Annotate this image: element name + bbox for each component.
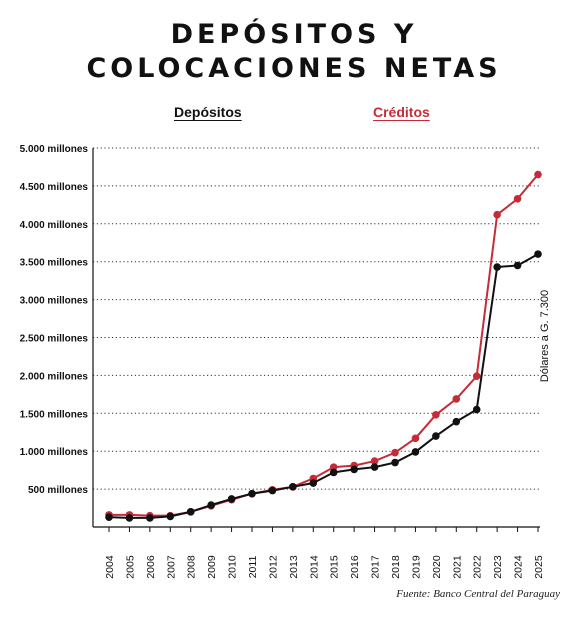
data-point xyxy=(391,458,399,467)
y-tick-label: 1.500 millones xyxy=(20,409,89,420)
data-point xyxy=(146,514,154,522)
y-tick-label: 1.000 millones xyxy=(20,447,89,458)
data-point xyxy=(186,508,195,516)
y-tick-label: 2.000 millones xyxy=(20,371,89,382)
data-point xyxy=(329,463,338,471)
x-tick-label: 2016 xyxy=(349,555,361,579)
data-point xyxy=(289,483,297,491)
data-point xyxy=(411,434,420,443)
chart-title-line2: COLOCACIONES NETAS xyxy=(86,53,502,84)
x-tick-label: 2006 xyxy=(145,555,157,579)
legend-creditos: Créditos xyxy=(373,104,430,120)
y-tick-label: 4.000 millones xyxy=(20,220,89,231)
data-point xyxy=(125,514,134,522)
x-tick-label: 2009 xyxy=(206,555,218,579)
data-point xyxy=(105,513,113,521)
x-tick-label: 2015 xyxy=(329,555,341,579)
x-tick-label: 2019 xyxy=(410,555,422,579)
data-point xyxy=(309,479,318,487)
x-tick-label: 2014 xyxy=(308,555,320,579)
data-point xyxy=(513,261,522,270)
data-point xyxy=(227,495,236,503)
data-point xyxy=(370,463,379,471)
chart-title-line1: DEPÓSITOS Y xyxy=(170,19,418,50)
data-point xyxy=(513,194,522,203)
x-tick-label: 2020 xyxy=(431,555,443,579)
series-line-1 xyxy=(109,173,539,517)
data-point xyxy=(452,395,461,403)
data-point xyxy=(411,448,420,456)
x-tick-label: 2021 xyxy=(451,555,463,579)
x-tick-label: 2018 xyxy=(390,555,402,579)
data-point xyxy=(534,250,542,258)
series-line-0 xyxy=(108,253,539,519)
x-tick-label: 2017 xyxy=(370,555,382,579)
y-tick-label: 2.500 millones xyxy=(20,334,89,345)
x-tick-label: 2025 xyxy=(533,555,545,579)
x-tick-label: 2023 xyxy=(492,555,504,579)
data-point xyxy=(472,372,481,380)
x-tick-label: 2011 xyxy=(247,556,259,579)
data-point xyxy=(370,457,379,465)
data-point xyxy=(534,170,542,179)
data-point xyxy=(329,468,338,477)
legend-depositos: Depósitos xyxy=(174,104,242,120)
x-tick-label: 2012 xyxy=(267,555,279,579)
x-tick-label: 2007 xyxy=(165,555,177,579)
data-point xyxy=(268,486,277,495)
data-point xyxy=(452,417,461,426)
data-point xyxy=(472,405,481,414)
x-tick-label: 2024 xyxy=(513,555,525,579)
data-point xyxy=(207,501,215,509)
y-tick-label: 4.500 millones xyxy=(20,182,89,193)
source-note: Fuente: Banco Central del Paraguay xyxy=(396,588,560,600)
x-tick-label: 2013 xyxy=(288,555,300,579)
y-tick-label: 500 millones xyxy=(28,485,88,496)
x-tick-label: 2008 xyxy=(186,555,198,579)
x-tick-label: 2010 xyxy=(227,555,239,579)
data-point xyxy=(432,411,440,419)
data-point xyxy=(166,512,175,521)
data-point xyxy=(391,448,399,457)
x-tick-label: 2022 xyxy=(472,555,484,579)
x-tick-label: 2004 xyxy=(104,555,116,579)
x-tick-label: 2005 xyxy=(124,555,136,579)
chart-title: DEPÓSITOS Y COLOCACIONES NETAS xyxy=(0,18,588,86)
data-point xyxy=(432,432,440,440)
data-point xyxy=(350,465,358,474)
data-point xyxy=(248,489,256,498)
data-point xyxy=(493,210,501,219)
y-tick-label: 3.500 millones xyxy=(20,258,89,269)
data-point xyxy=(493,263,501,271)
y-tick-label: 3.000 millones xyxy=(20,296,89,307)
y-tick-label: 5.000 millones xyxy=(20,144,89,155)
currency-note: Dólares a G. 7.300 xyxy=(539,289,551,383)
